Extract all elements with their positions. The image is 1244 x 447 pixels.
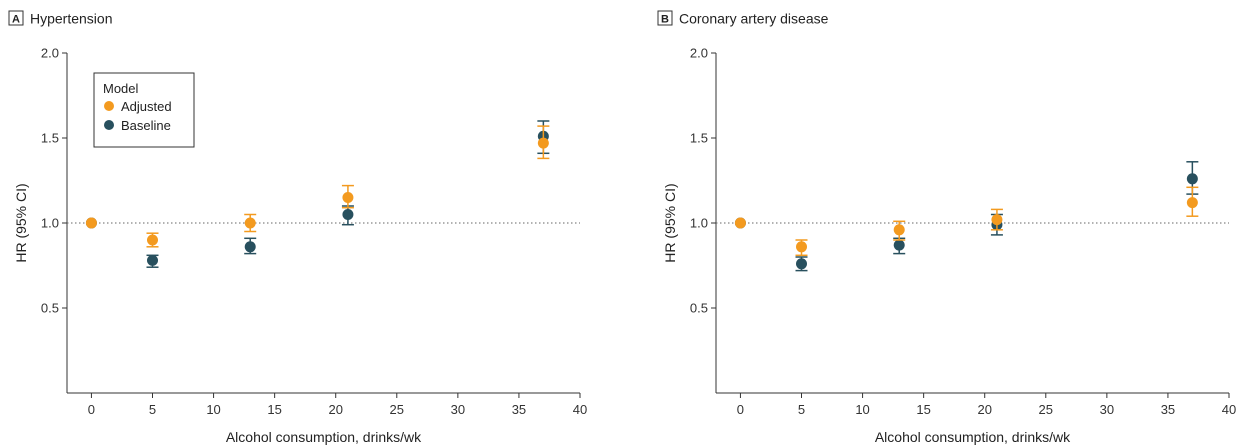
x-tick-label: 5 (798, 402, 805, 417)
legend-label: Adjusted (121, 99, 172, 114)
x-tick-label: 15 (267, 402, 281, 417)
data-point (893, 224, 905, 236)
x-tick-label: 15 (916, 402, 930, 417)
x-tick-label: 35 (1161, 402, 1175, 417)
x-tick-label: 40 (573, 402, 587, 417)
x-axis-label: Alcohol consumption, drinks/wk (226, 429, 422, 445)
x-tick-label: 0 (737, 402, 744, 417)
data-point (537, 137, 549, 149)
data-point (342, 192, 354, 203)
data-point (734, 217, 746, 229)
data-point (991, 214, 1003, 226)
x-tick-label: 35 (512, 402, 526, 417)
y-tick-label: 0.5 (690, 301, 708, 316)
legend-marker (104, 101, 114, 111)
series-adjusted (85, 125, 550, 248)
y-tick-label: 0.5 (41, 301, 59, 316)
data-point (1186, 173, 1198, 185)
legend-marker (104, 120, 114, 130)
x-tick-label: 40 (1222, 402, 1236, 417)
data-point (147, 234, 158, 246)
legend-title: Model (103, 81, 139, 96)
series-baseline (734, 161, 1199, 272)
y-tick-label: 1.0 (41, 216, 59, 231)
x-tick-label: 0 (88, 402, 95, 417)
x-tick-label: 30 (451, 402, 465, 417)
data-point (796, 258, 807, 270)
y-tick-label: 2.0 (690, 46, 708, 61)
x-axis-label: Alcohol consumption, drinks/wk (875, 429, 1071, 445)
data-point (893, 239, 905, 251)
data-point (147, 254, 158, 266)
y-tick-label: 2.0 (41, 46, 59, 61)
data-point (342, 209, 354, 220)
x-tick-label: 25 (1039, 402, 1053, 417)
y-tick-label: 1.0 (690, 216, 708, 231)
panel-a: A Hypertension 0.5 1.0 1.5 2.0 0 5 10 15 20 25 30 35 4… (8, 10, 587, 445)
data-point (1186, 197, 1198, 209)
legend-label: Baseline (121, 118, 171, 133)
series-adjusted (734, 186, 1199, 257)
data-point (244, 217, 256, 229)
panel-letter-box (8, 10, 24, 26)
x-tick-label: 10 (855, 402, 869, 417)
panel-b: B Coronary artery disease 0.5 1.0 1.5 2.0 0 5 10… (657, 10, 1236, 445)
legend: Model Adjusted Baseline (93, 72, 195, 148)
x-tick-label: 25 (390, 402, 404, 417)
y-axis-label: HR (95% CI) (662, 183, 678, 262)
x-tick-label: 20 (977, 402, 991, 417)
x-tick-label: 5 (149, 402, 156, 417)
y-tick-label: 1.5 (690, 131, 708, 146)
data-point (85, 217, 97, 229)
panel-letter: A (12, 14, 20, 26)
data-point (244, 241, 256, 253)
panel-letter-box (657, 10, 673, 26)
panel-title: Coronary artery disease (679, 11, 829, 27)
x-tick-label: 30 (1100, 402, 1114, 417)
panel-title: Hypertension (30, 11, 113, 27)
x-tick-label: 20 (328, 402, 342, 417)
panel-letter: B (661, 14, 669, 26)
y-tick-label: 1.5 (41, 131, 59, 146)
data-point (796, 241, 807, 253)
y-axis-label: HR (95% CI) (13, 183, 29, 262)
x-tick-label: 10 (206, 402, 220, 417)
